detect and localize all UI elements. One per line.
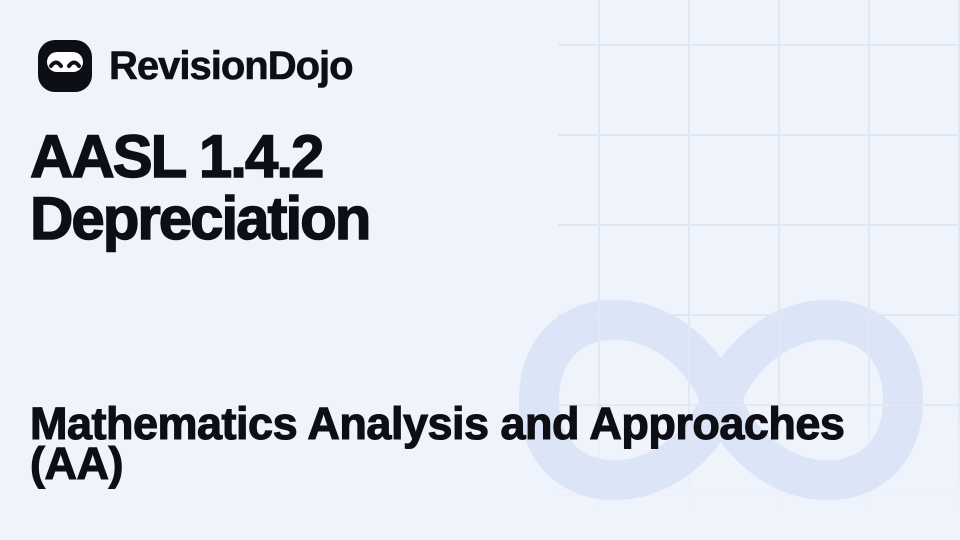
brand-logo: RevisionDojo [38, 40, 354, 92]
logo-mask-opening [47, 52, 83, 72]
ninja-mask-icon [38, 40, 92, 92]
logo-left-eye [49, 60, 63, 68]
logo-right-eye [67, 60, 81, 68]
page-title: AASL 1.4.2 Depreciation [29, 123, 372, 252]
course-subtitle: Mathematics Analysis and Approaches (AA) [29, 398, 845, 489]
grid-pattern [558, 0, 960, 540]
brand-name: RevisionDojo [109, 43, 354, 88]
